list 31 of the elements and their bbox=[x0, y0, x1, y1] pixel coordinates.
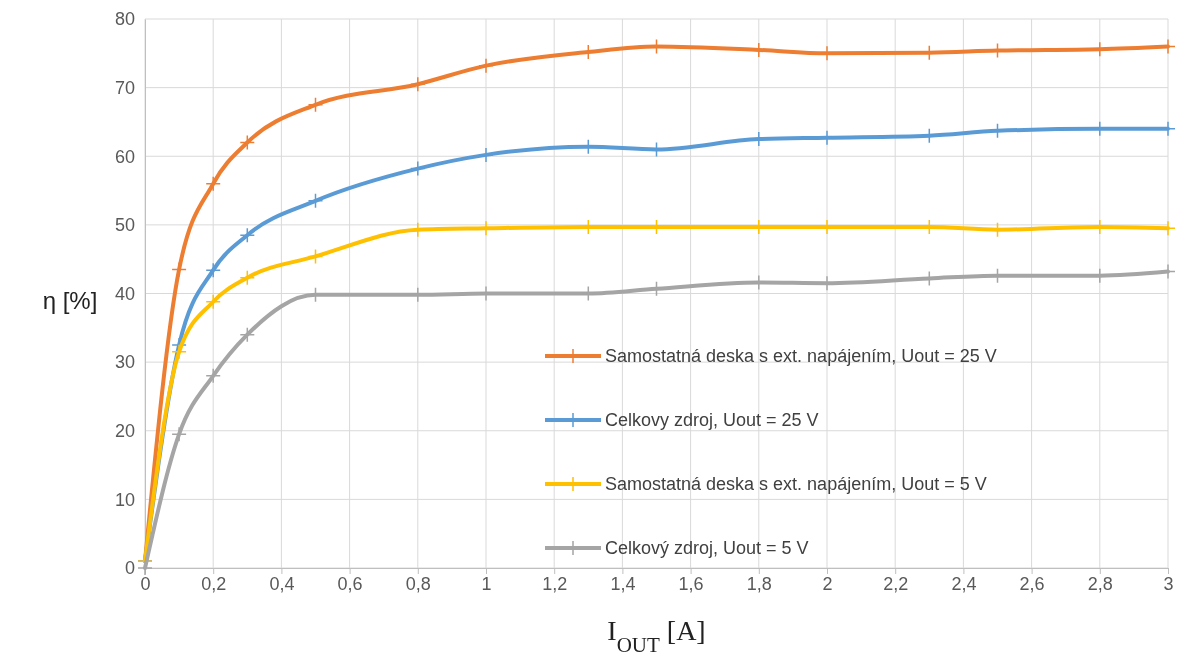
x-tick-label: 1,6 bbox=[678, 573, 704, 594]
x-tick-label: 0,4 bbox=[269, 573, 295, 594]
x-tick-label: 1,8 bbox=[746, 573, 772, 594]
y-tick-label: 40 bbox=[114, 283, 135, 304]
x-tick-label: 1 bbox=[481, 573, 492, 594]
x-tick-label: 0,8 bbox=[405, 573, 431, 594]
legend-label: Celkovy zdroj, Uout = 25 V bbox=[605, 410, 819, 430]
y-axis-title: η [%] bbox=[42, 286, 98, 314]
x-tick-label: 1,4 bbox=[610, 573, 636, 594]
y-tick-label: 80 bbox=[114, 9, 135, 30]
y-tick-label: 50 bbox=[114, 215, 135, 236]
x-tick-label: 2,6 bbox=[1019, 573, 1045, 594]
x-tick-label: 0,6 bbox=[337, 573, 363, 594]
y-tick-label: 70 bbox=[114, 77, 135, 98]
x-tick-label: 3 bbox=[1163, 573, 1174, 594]
x-tick-label: 1,2 bbox=[542, 573, 568, 594]
y-tick-label: 60 bbox=[114, 146, 135, 167]
legend-label: Samostatná deska s ext. napájením, Uout = 5 V bbox=[605, 474, 987, 494]
x-tick-label: 0,2 bbox=[201, 573, 227, 594]
y-tick-label: 0 bbox=[124, 558, 135, 579]
legend-label: Celkový zdroj, Uout = 5 V bbox=[605, 538, 809, 558]
x-tick-label: 2,2 bbox=[883, 573, 909, 594]
x-tick-label: 2,4 bbox=[951, 573, 977, 594]
x-tick-label: 2,8 bbox=[1087, 573, 1113, 594]
x-tick-label: 0 bbox=[140, 573, 151, 594]
x-axis-title: I$_{OUT}$ [A] bbox=[607, 615, 706, 657]
x-tick-label: 2 bbox=[822, 573, 833, 594]
legend-label: Samostatná deska s ext. napájením, Uout = 25 V bbox=[605, 346, 997, 366]
y-tick-label: 10 bbox=[114, 489, 135, 510]
y-tick-label: 20 bbox=[114, 421, 135, 442]
y-tick-label: 30 bbox=[114, 352, 135, 373]
